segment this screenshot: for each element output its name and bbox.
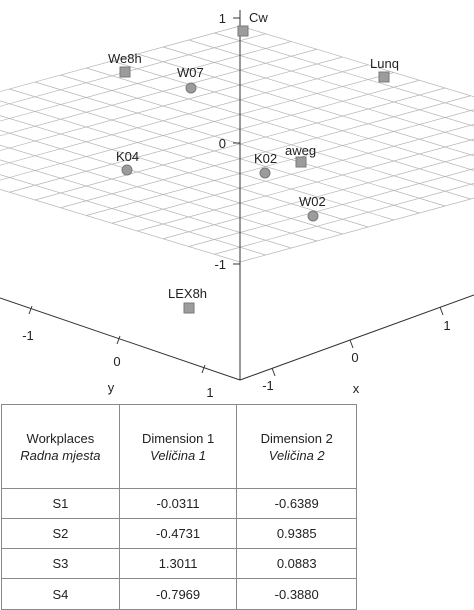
table-row: S1 -0.0311 -0.6389 — [2, 489, 357, 519]
x-axis-tick — [440, 307, 443, 315]
point-label-k02: K02 — [254, 151, 277, 166]
table-cell-dimension-1: -0.4731 — [119, 519, 237, 549]
data-point-k02 — [260, 168, 270, 178]
point-label-w07: W07 — [177, 65, 204, 80]
table-row: S3 1.3011 0.0883 — [2, 549, 357, 579]
point-label-k04: K04 — [116, 149, 139, 164]
table-cell-dimension-1: -0.0311 — [119, 489, 237, 519]
x-tick-label: -1 — [262, 378, 274, 393]
grid-line — [112, 61, 474, 185]
data-point-lex8h — [184, 303, 194, 313]
y-axis-tick — [29, 306, 32, 314]
table-cell-dimension-2: -0.3880 — [237, 579, 357, 610]
point-label-aweg: aweg — [285, 143, 316, 158]
point-label-we8h: We8h — [108, 51, 142, 66]
3d-scatter-plot: 1 0 -1 -1 0 1 y -1 0 1 x Cw Lunq We8h W07 K04 K02 aweg W0… — [0, 0, 474, 402]
header-workplaces: Workplaces Radna mjesta — [2, 405, 120, 489]
x-axis-tick — [350, 340, 353, 348]
table-header-row: Workplaces Radna mjesta Dimension 1 Veli… — [2, 405, 357, 489]
table-cell-dimension-2: 0.0883 — [237, 549, 357, 579]
data-point-cw — [238, 26, 248, 36]
header-dimension-1-hr: Veličina 1 — [120, 447, 237, 464]
data-point-we8h — [120, 67, 130, 77]
grid-line — [240, 26, 474, 150]
table-cell-workplace: S1 — [2, 489, 120, 519]
z-tick-label: 0 — [219, 136, 226, 151]
data-point-w07 — [186, 83, 196, 93]
z-tick-label: -1 — [214, 257, 226, 272]
point-label-w02: W02 — [299, 194, 326, 209]
x-axis-line — [240, 295, 474, 380]
y-axis-tick — [202, 365, 205, 373]
header-workplaces-hr: Radna mjesta — [2, 447, 119, 464]
point-label-lex8h: LEX8h — [168, 286, 207, 301]
grid-line — [0, 110, 343, 234]
point-label-lunq: Lunq — [370, 56, 399, 71]
y-tick-label: -1 — [22, 328, 34, 343]
data-point-k04 — [122, 165, 132, 175]
x-tick-label: 0 — [351, 350, 358, 365]
table-cell-dimension-1: 1.3011 — [119, 549, 237, 579]
data-point-lunq — [379, 72, 389, 82]
grid-line — [9, 80, 419, 192]
data-point-aweg — [296, 157, 306, 167]
z-tick-label: 1 — [219, 11, 226, 26]
table-cell-dimension-1: -0.7969 — [119, 579, 237, 610]
results-table: Workplaces Radna mjesta Dimension 1 Veli… — [1, 404, 357, 610]
table-cell-workplace: S4 — [2, 579, 120, 610]
y-tick-label: 0 — [113, 354, 120, 369]
table-cell-workplace: S2 — [2, 519, 120, 549]
table-cell-dimension-2: 0.9385 — [237, 519, 357, 549]
y-axis-tick — [117, 336, 120, 344]
header-dimension-1: Dimension 1 Veličina 1 — [119, 405, 237, 489]
grid-line — [240, 150, 474, 262]
ground-plane-grid — [0, 26, 474, 262]
table-row: S2 -0.4731 0.9385 — [2, 519, 357, 549]
x-axis-label: x — [353, 381, 360, 396]
header-dimension-2-en: Dimension 2 — [237, 430, 356, 447]
y-tick-label: 1 — [206, 385, 213, 400]
header-dimension-2: Dimension 2 Veličina 2 — [237, 405, 357, 489]
table-row: S4 -0.7969 -0.3880 — [2, 579, 357, 610]
header-dimension-1-en: Dimension 1 — [120, 430, 237, 447]
point-label-cw: Cw — [249, 10, 268, 25]
header-dimension-2-hr: Veličina 2 — [237, 447, 356, 464]
table-cell-workplace: S3 — [2, 549, 120, 579]
grid-line — [61, 75, 471, 199]
y-axis-label: y — [108, 380, 115, 395]
header-workplaces-en: Workplaces — [2, 430, 119, 447]
grid-line — [0, 26, 240, 138]
table-cell-dimension-2: -0.6389 — [237, 489, 357, 519]
data-point-w02 — [308, 211, 318, 221]
x-tick-label: 1 — [443, 318, 450, 333]
axes — [0, 10, 474, 380]
x-axis-tick — [272, 368, 275, 376]
grid-line — [112, 111, 474, 223]
